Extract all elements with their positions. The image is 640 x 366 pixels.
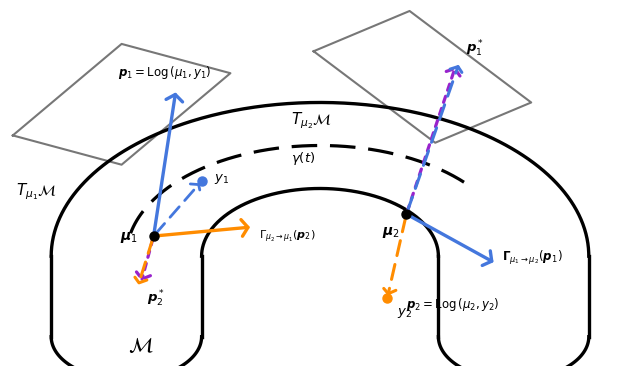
Text: $y_1$: $y_1$ [214,172,230,186]
Text: $\boldsymbol{\Gamma}_{\mu_1\to\mu_2}(\boldsymbol{p}_1)$: $\boldsymbol{\Gamma}_{\mu_1\to\mu_2}(\bo… [502,249,563,267]
Text: $\boldsymbol{p}_2 = \mathrm{Log}\,(\mu_2, y_2)$: $\boldsymbol{p}_2 = \mathrm{Log}\,(\mu_2… [406,296,500,313]
Text: $T_{\mu_1}\mathcal{M}$: $T_{\mu_1}\mathcal{M}$ [16,182,57,202]
Text: $\boldsymbol{p}_1 = \mathrm{Log}\,(\mu_1, y_1)$: $\boldsymbol{p}_1 = \mathrm{Log}\,(\mu_1… [118,64,212,81]
Text: $\mathcal{M}$: $\mathcal{M}$ [128,336,154,356]
Text: $y_2$: $y_2$ [397,306,412,320]
Text: $\boldsymbol{\mu}_1$: $\boldsymbol{\mu}_1$ [120,231,138,245]
Text: $\gamma(t)$: $\gamma(t)$ [291,150,316,167]
Text: $T_{\mu_2}\mathcal{M}$: $T_{\mu_2}\mathcal{M}$ [291,111,332,131]
Text: $\boldsymbol{p}_2^*$: $\boldsymbol{p}_2^*$ [147,289,165,309]
Text: $\boldsymbol{p}_1^*$: $\boldsymbol{p}_1^*$ [466,38,484,59]
Text: $\Gamma_{\mu_2\to\mu_1}(\boldsymbol{p}_2)$: $\Gamma_{\mu_2\to\mu_1}(\boldsymbol{p}_2… [259,229,316,245]
Text: $\boldsymbol{\mu}_2$: $\boldsymbol{\mu}_2$ [382,225,400,240]
